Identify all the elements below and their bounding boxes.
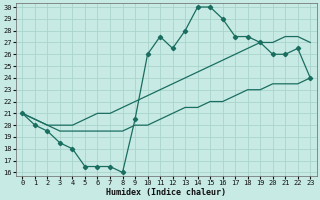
X-axis label: Humidex (Indice chaleur): Humidex (Indice chaleur) <box>106 188 226 197</box>
